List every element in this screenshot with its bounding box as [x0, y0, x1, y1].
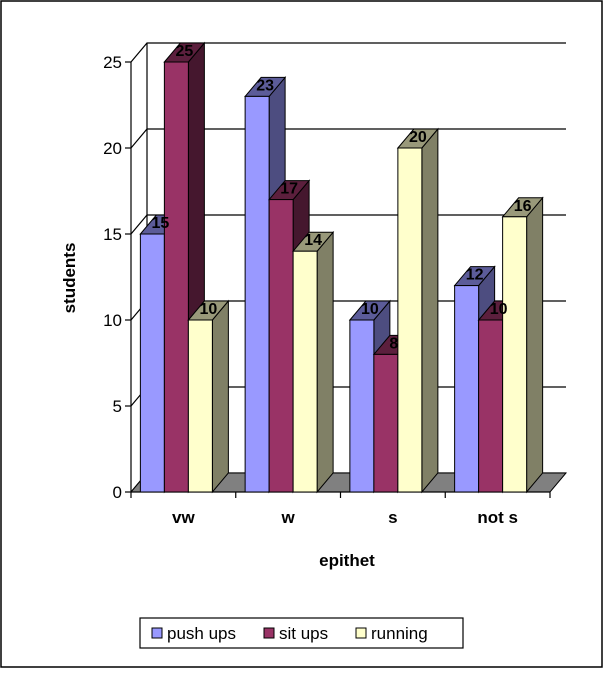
legend-box: [139, 617, 464, 649]
y-axis-title: students: [60, 243, 79, 314]
legend-swatch: [355, 627, 367, 639]
data-label: 14: [304, 232, 322, 249]
data-label: 17: [280, 181, 298, 198]
y-tick-label: 5: [113, 397, 122, 416]
x-tick-label: s: [388, 508, 397, 527]
legend-label: push ups: [167, 624, 236, 643]
data-label: 10: [199, 301, 217, 318]
legend-label: running: [371, 624, 428, 643]
y-tick-label: 20: [103, 139, 122, 158]
legend-swatch: [151, 627, 163, 639]
data-label: 10: [490, 301, 508, 318]
bar: [501, 196, 544, 494]
data-label: 20: [409, 129, 427, 146]
x-tick-label: not s: [477, 508, 518, 527]
y-tick-label: 0: [113, 483, 122, 502]
data-label: 23: [256, 77, 274, 94]
data-label: 12: [466, 267, 484, 284]
data-label: 25: [175, 43, 193, 60]
y-tick-label: 15: [103, 225, 122, 244]
y-tick-label: 25: [103, 53, 122, 72]
bar: [187, 299, 230, 494]
data-label: 15: [151, 215, 169, 232]
y-tick-label: 10: [103, 311, 122, 330]
legend: push ups sit ups running: [139, 617, 464, 649]
data-label: 16: [514, 198, 532, 215]
x-tick-label: w: [281, 508, 296, 527]
bar: [292, 230, 335, 494]
legend-label: sit ups: [279, 624, 328, 643]
x-axis-title: epithet: [319, 551, 375, 570]
data-label: 10: [361, 301, 379, 318]
bar: [396, 127, 439, 494]
legend-swatch: [263, 627, 275, 639]
data-label: 8: [389, 335, 398, 352]
x-tick-label: vw: [172, 508, 195, 527]
